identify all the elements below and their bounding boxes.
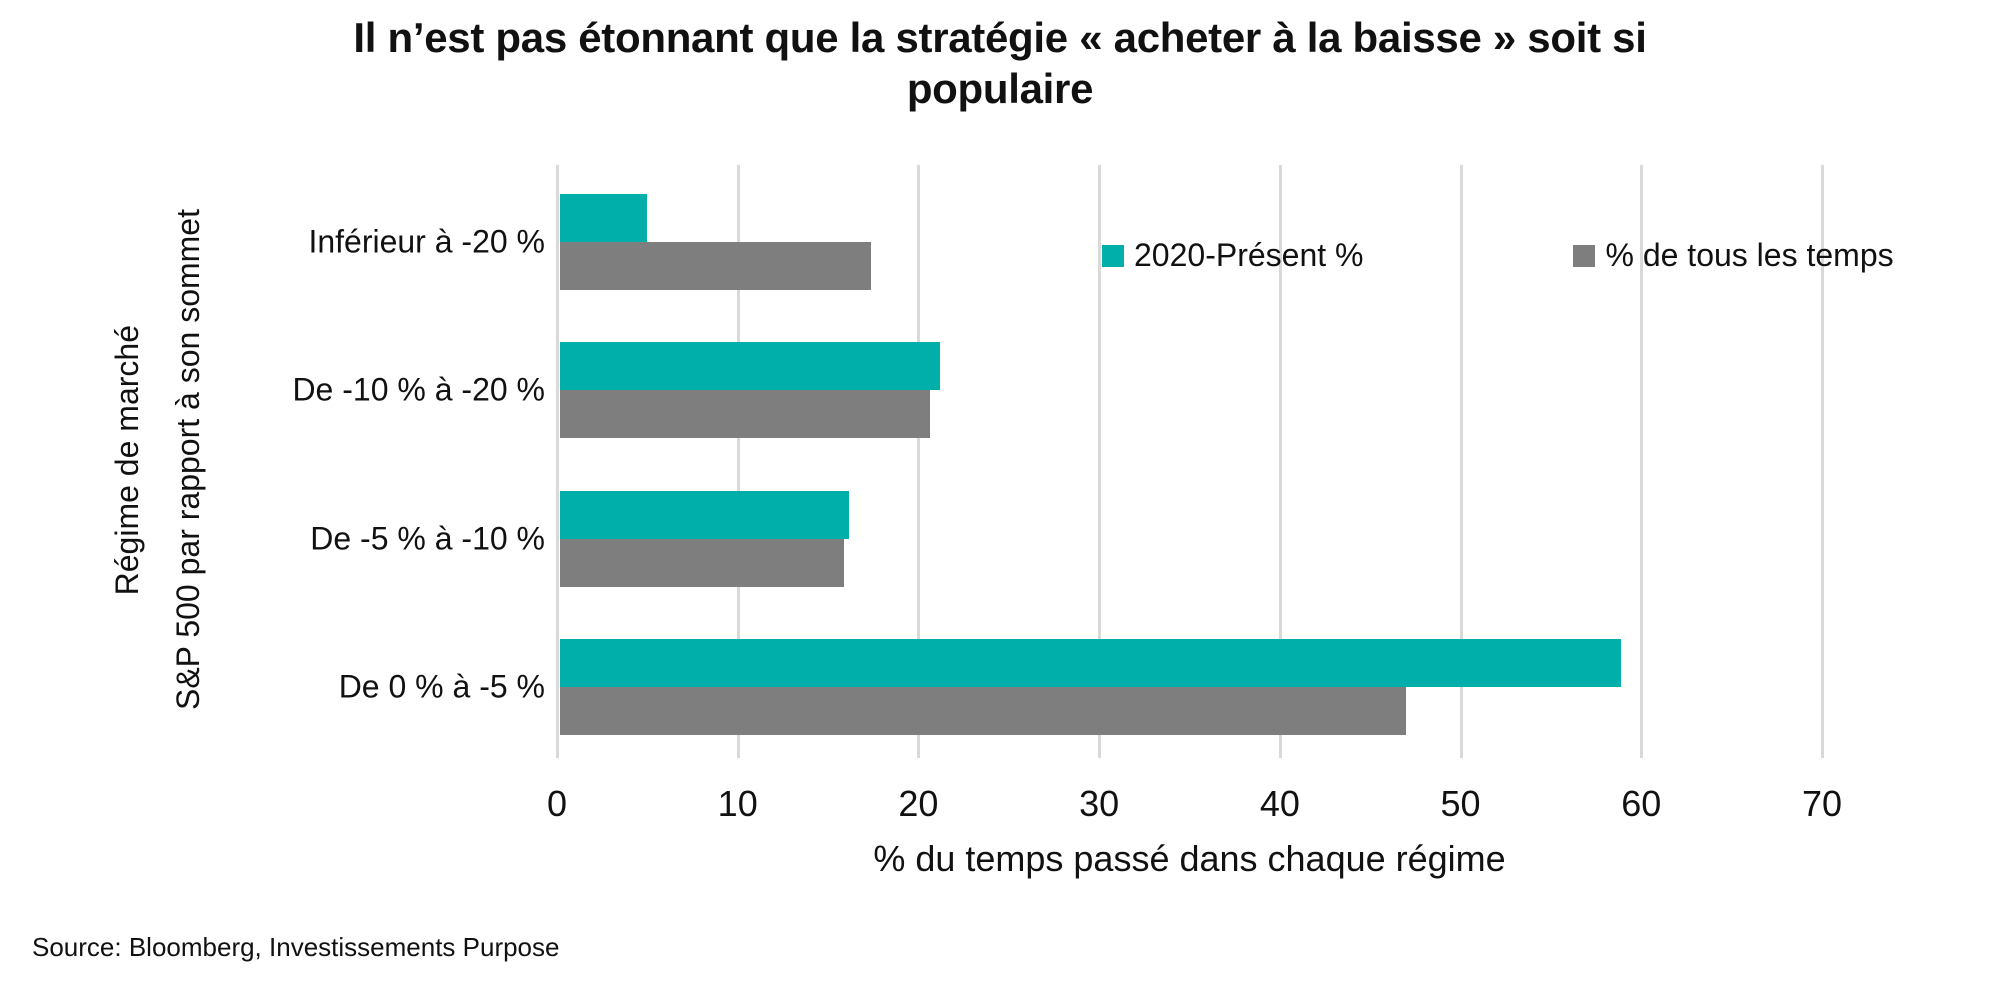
category-label: De 0 % à -5 % <box>338 668 545 705</box>
x-tick-label-30: 30 <box>1079 783 1120 824</box>
category-axis: Inférieur à -20 % De -10 % à -20 % De -5 %… <box>230 165 545 758</box>
category-label: De -10 % à -20 % <box>292 371 545 408</box>
legend-label-all-time: % de tous les temps <box>1605 237 1894 273</box>
gridline-40 <box>1278 165 1282 758</box>
y-axis-label-line-1: Régime de marché <box>109 324 146 596</box>
y-axis-label: Régime de marché S&P 500 par rapport à s… <box>88 130 228 790</box>
chart-legend: 2020-Présent % % de tous les temps <box>1102 237 1894 274</box>
gridline-70 <box>1821 165 1824 758</box>
gridline-10 <box>736 165 740 758</box>
bar-series-1 <box>560 638 1621 687</box>
chart-title-line-2: populaire <box>906 65 1094 113</box>
x-axis-ticks: 0 10 20 30 40 50 60 70 <box>547 783 1842 825</box>
chart-title: Il n’est pas étonnant que la stratégie «… <box>0 12 2000 114</box>
x-tick-label-50: 50 <box>1440 783 1481 824</box>
source-note: Source: Bloomberg, Investissements Purpo… <box>32 932 560 962</box>
legend-swatch-teal-icon <box>1102 244 1124 267</box>
category-label: Inférieur à -20 % <box>308 223 545 260</box>
bar-series-2 <box>560 390 931 439</box>
x-tick-label-20: 20 <box>898 783 939 824</box>
bar-series-1 <box>560 342 940 391</box>
x-axis-label: % du temps passé dans chaque régime <box>873 838 1506 879</box>
legend-item-all-time: % de tous les temps <box>1573 237 1894 274</box>
gridline-60 <box>1640 165 1644 758</box>
bar-series-2 <box>560 686 1406 735</box>
gridline-20 <box>917 165 921 758</box>
bar-series-1 <box>560 490 850 539</box>
legend-label-2020-present: 2020-Présent % <box>1134 237 1364 273</box>
category-label: De -5 % à -10 % <box>310 520 545 557</box>
x-tick-label-40: 40 <box>1259 783 1300 824</box>
x-tick-label-60: 60 <box>1621 783 1662 824</box>
gridline-50 <box>1459 165 1463 758</box>
x-tick-label-10: 10 <box>717 783 758 824</box>
y-axis-label-line-2: S&P 500 par rapport à son sommet <box>170 209 206 711</box>
chart-title-line-1: Il n’est pas étonnant que la stratégie «… <box>353 14 1647 61</box>
gridline-30 <box>1098 165 1102 758</box>
bar-series-1 <box>560 194 647 243</box>
legend-item-2020-present: 2020-Présent % <box>1102 237 1363 274</box>
bar-series-2 <box>560 242 871 291</box>
plot-area: 2020-Présent % % de tous les temps <box>556 165 1894 758</box>
x-tick-label-70: 70 <box>1801 783 1843 824</box>
legend-swatch-gray-icon <box>1573 244 1596 267</box>
gridline-0 <box>556 165 559 758</box>
x-tick-label-0: 0 <box>546 783 568 824</box>
bar-series-2 <box>560 538 844 587</box>
